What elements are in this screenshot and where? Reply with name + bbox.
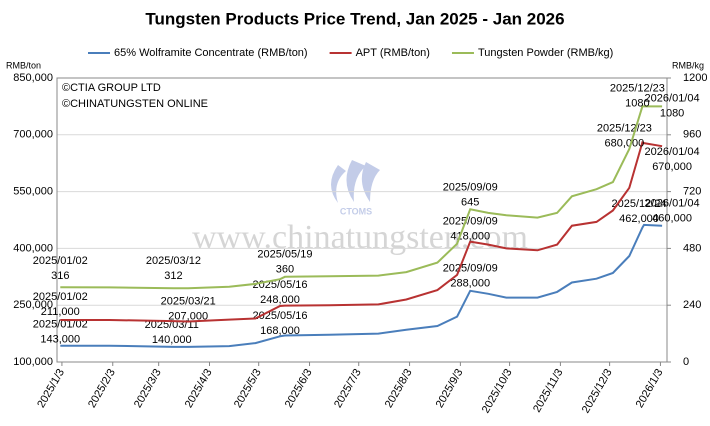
series-line <box>60 141 663 323</box>
callout-date: 2025/12/23 <box>610 82 665 94</box>
y-tick-label: 850,000 <box>13 72 53 84</box>
callout-date: 2026/01/04 <box>645 92 700 104</box>
y2-tick-label: 1200 <box>683 72 707 84</box>
callout-date: 2025/05/16 <box>252 279 307 291</box>
y2-tick-label: 480 <box>683 242 701 254</box>
callout-value: 360 <box>276 264 294 276</box>
callout-value: 211,000 <box>41 306 80 318</box>
callout-value: 460,000 <box>652 213 692 225</box>
logo: CTOMS <box>331 160 380 216</box>
copyright: ©CHINATUNGSTEN ONLINE <box>62 98 208 110</box>
y2-tick-label: 720 <box>683 186 701 198</box>
callout-value: 645 <box>461 196 479 208</box>
callout-value: 312 <box>164 270 182 282</box>
callout-value: 1080 <box>660 107 684 119</box>
callout-date: 2025/01/02 <box>33 291 88 303</box>
callout-value: 680,000 <box>605 137 645 149</box>
y2-tick-label: 0 <box>683 356 689 368</box>
callout-value: 207,000 <box>168 310 208 322</box>
callout-date: 2025/09/09 <box>443 181 498 193</box>
callout-date: 2025/03/21 <box>161 295 216 307</box>
y-tick-label: 550,000 <box>13 186 53 198</box>
callout-value: 248,000 <box>260 294 300 306</box>
y-tick-label: 400,000 <box>13 242 53 254</box>
copyright: ©CTIA GROUP LTD <box>62 82 161 94</box>
y2-tick-label: 240 <box>683 299 701 311</box>
callout-value: 140,000 <box>152 334 192 346</box>
callout-date: 2025/05/19 <box>257 249 312 261</box>
callout-value: 670,000 <box>652 161 692 173</box>
y-tick-label: 250,000 <box>13 299 53 311</box>
callout-value: 288,000 <box>450 278 490 290</box>
callout-date: 2025/12/24 <box>612 198 667 210</box>
callout-value: 168,000 <box>260 325 300 337</box>
watermark: www.chinatungsten.com <box>192 219 528 256</box>
callout-date: 2025/01/02 <box>33 319 88 331</box>
series-line <box>60 105 663 290</box>
y2-axis-label: RMB/kg <box>672 60 704 70</box>
callout-date: 2026/01/04 <box>645 198 700 210</box>
callout-date: 2025/09/09 <box>443 215 498 227</box>
callout-value: 143,000 <box>40 334 80 346</box>
plot-frame <box>56 77 668 363</box>
callout-date: 2025/09/09 <box>443 263 498 275</box>
callout-date: 2025/03/12 <box>146 255 201 267</box>
y-axis-label: RMB/ton <box>6 60 41 70</box>
y-tick-label: 700,000 <box>13 129 53 141</box>
callout-value: 316 <box>51 270 69 282</box>
logo-text: CTOMS <box>340 206 372 216</box>
y-tick-label: 100,000 <box>13 356 53 368</box>
legend-label: 65% Wolframite Concentrate (RMB/ton) <box>114 47 308 59</box>
series-line <box>60 223 663 348</box>
callout-date: 2025/12/23 <box>597 122 652 134</box>
callout-value: 1080 <box>625 97 649 109</box>
chart-title: Tungsten Products Price Trend, Jan 2025 … <box>145 9 564 28</box>
callout-value: 418,000 <box>450 230 490 242</box>
callout-value: 462,000 <box>619 213 659 225</box>
callout-date: 2025/01/02 <box>33 255 88 267</box>
legend-label: APT (RMB/ton) <box>356 47 430 59</box>
callout-date: 2026/01/04 <box>645 146 700 158</box>
legend-label: Tungsten Powder (RMB/kg) <box>478 47 613 59</box>
y2-tick-label: 960 <box>683 129 701 141</box>
logo-shape <box>331 160 380 203</box>
